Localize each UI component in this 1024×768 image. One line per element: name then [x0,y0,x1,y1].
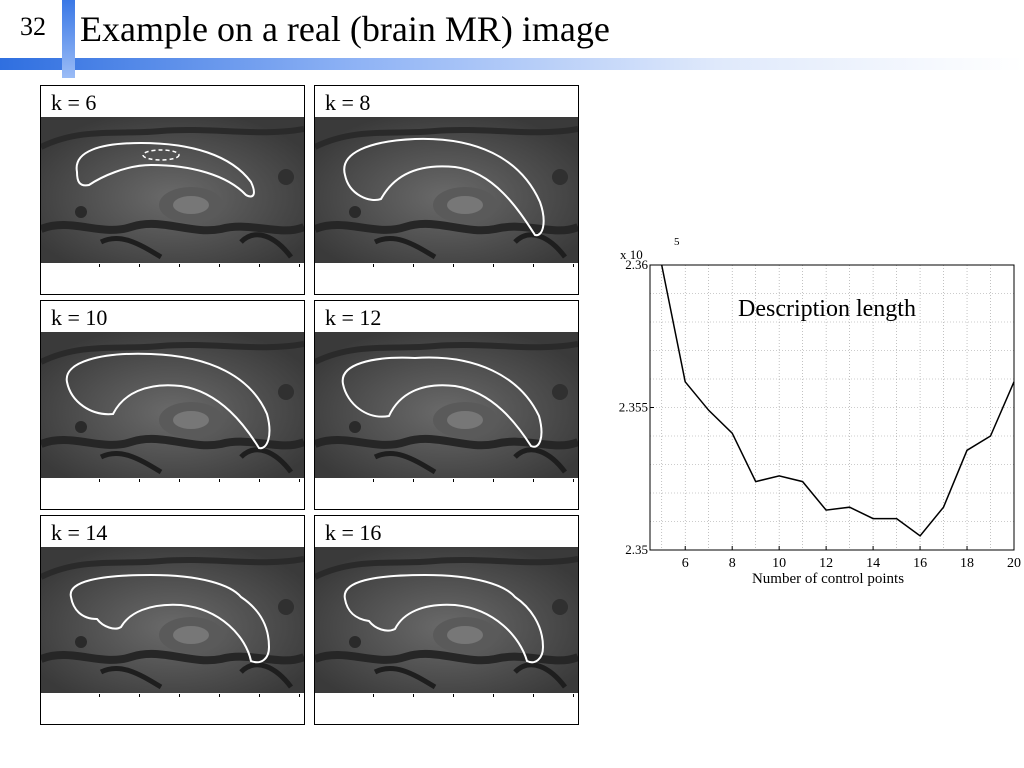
panel-axis-tick [299,694,300,697]
y-multiplier: x 10 [620,247,643,262]
slide-title: Example on a real (brain MR) image [80,9,610,49]
x-tick-label: 20 [1007,556,1021,571]
panel-axis-tick [573,479,574,482]
panel-axis-tick [99,479,100,482]
panel-axis-tick [259,264,260,267]
y-tick-label: 2.36 [625,257,648,272]
header-accent-bar [62,0,75,78]
contour-outline [69,573,271,664]
panel-axis-tick [373,479,374,482]
panel-axis-tick [533,264,534,267]
panel-axis-tick [373,264,374,267]
panel-label: k = 8 [325,90,371,115]
panel-axis-tick [99,264,100,267]
description-length-chart: 6 8 10 12 14 16 18 20 2.35 2.355 2.36 x 10 5 Desc… [619,236,1021,587]
x-tick-label: 16 [913,556,927,571]
contour-outline [65,352,271,450]
panel-axis-tick [493,479,494,482]
x-tick-label: 6 [682,556,689,571]
mri-image [315,117,578,263]
panel-label: k = 16 [325,520,382,545]
panel-axis-tick [373,694,374,697]
header-gradient-bar [0,58,1024,70]
mri-panel-k6: k = 6 [40,85,305,295]
panel-axis-tick [533,694,534,697]
panel-axis-tick [573,264,574,267]
panel-label: k = 10 [51,305,108,330]
panel-axis-tick [219,264,220,267]
panel-axis-tick [99,694,100,697]
panel-axis-tick [179,694,180,697]
panel-axis-tick [259,694,260,697]
mri-image [41,547,304,693]
chart-title: Description length [738,296,916,322]
contour-outline [341,356,543,448]
x-ticks: 6 8 10 12 14 16 18 20 [682,546,1021,571]
panel-axis-tick [453,264,454,267]
mri-panel-k10: k = 10 [40,300,305,510]
panel-axis-tick [139,694,140,697]
slide-number: 32 [20,12,46,41]
mri-image [41,117,304,263]
panel-label: k = 14 [51,520,108,545]
panel-axis-tick [493,264,494,267]
contour-outline [343,137,545,237]
mri-panel-k16: k = 16 [314,515,579,725]
y-multiplier-exponent: 5 [674,236,680,248]
panel-axis-tick [139,479,140,482]
mri-image [315,332,578,478]
panel-axis-tick [573,694,574,697]
mri-image [41,332,304,478]
panel-label: k = 6 [51,90,97,115]
mri-image [315,547,578,693]
x-tick-label: 14 [866,556,880,571]
y-ticks: 2.35 2.355 2.36 [619,257,654,557]
panel-axis-tick [413,264,414,267]
panel-axis-tick [219,694,220,697]
x-tick-label: 18 [960,556,974,571]
x-axis-label: Number of control points [752,571,904,587]
panel-axis-tick [259,479,260,482]
panel-axis-tick [493,694,494,697]
panel-axis-tick [139,264,140,267]
panel-axis-tick [179,264,180,267]
x-tick-label: 12 [819,556,833,571]
series-line [660,264,1015,537]
panel-axis-tick [453,479,454,482]
panel-axis-tick [299,264,300,267]
panel-label: k = 12 [325,305,382,330]
y-tick-label: 2.355 [619,400,648,415]
x-tick-label: 8 [729,556,736,571]
contour-outline [343,573,545,664]
panel-axis-tick [219,479,220,482]
contour-outline [75,141,255,198]
mri-panel-k8: k = 8 [314,85,579,295]
panel-axis-tick [453,694,454,697]
panel-axis-tick [179,479,180,482]
mri-panel-k14: k = 14 [40,515,305,725]
chart-grid [650,265,1014,550]
x-tick-label: 10 [772,556,786,571]
panel-axis-tick [413,694,414,697]
mri-panel-k12: k = 12 [314,300,579,510]
y-tick-label: 2.35 [625,542,648,557]
panel-axis-tick [299,479,300,482]
panel-axis-tick [533,479,534,482]
panel-axis-tick [413,479,414,482]
